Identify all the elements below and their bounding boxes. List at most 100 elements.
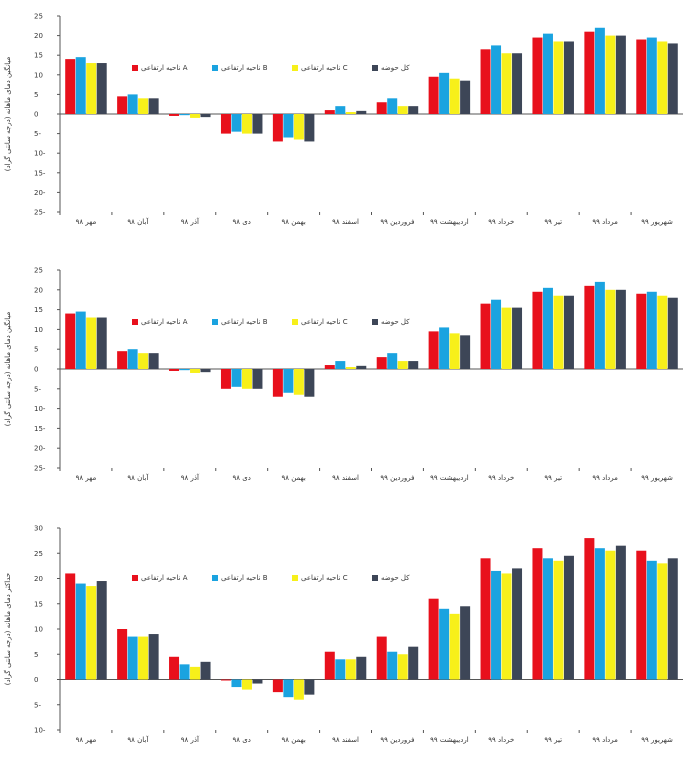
y-tick-label: 10 — [34, 626, 43, 634]
bar-3-s3-c7 — [397, 654, 408, 680]
bar-2-s4-c4 — [252, 369, 263, 389]
bar-3-s1-c4 — [220, 679, 231, 681]
bar-1-s4-c11 — [615, 35, 626, 114]
bar-2-s1-c1 — [65, 313, 76, 369]
bar-3-s3-c11 — [605, 550, 616, 680]
x-tick-label: اسفند ۹۸ — [332, 218, 359, 226]
chart-max-temp: حداکثر دمای ماهانه (درجه سانتی گراد) 30 25… — [3, 525, 683, 744]
bar-1-s4-c3 — [200, 114, 211, 118]
y-tick-label: 15- — [34, 169, 46, 177]
legend-swatch — [292, 65, 298, 71]
bar-1-s2-c5 — [283, 114, 294, 138]
legend-label: ناحیه ارتفاعی C — [301, 318, 348, 326]
bar-2-s4-c2 — [148, 353, 159, 369]
bar-1-s2-c10 — [542, 33, 553, 114]
bar-2-s3-c10 — [553, 295, 564, 369]
bar-2-s2-c4 — [231, 369, 242, 387]
legend-label: ناحیه ارتفاعی B — [221, 64, 268, 72]
bar-1-s1-c4 — [220, 114, 231, 134]
bar-3-s2-c3 — [179, 664, 190, 680]
bar-2-s3-c8 — [449, 333, 460, 369]
x-tick-label: مرداد ۹۹ — [592, 218, 618, 226]
x-tick-label: آبان ۹۸ — [127, 473, 149, 482]
x-tick-label: دی ۹۸ — [233, 474, 251, 482]
legend: ناحیه ارتفاعی A ناحیه ارتفاعی B ناحیه ارتف… — [132, 318, 410, 326]
legend-label: ناحیه ارتفاعی A — [141, 318, 188, 326]
bar-1-s2-c4 — [231, 114, 242, 132]
bar-2-s4-c11 — [615, 289, 626, 369]
bar-3-s1-c11 — [584, 538, 595, 680]
bar-3-s2-c1 — [75, 583, 86, 680]
bar-2-s3-c11 — [605, 289, 616, 369]
y-tick-label: 10- — [34, 405, 46, 413]
legend-label: کل حوضه — [381, 64, 410, 72]
bar-3-s4-c7 — [408, 646, 419, 680]
bar-3-s1-c7 — [376, 636, 387, 680]
bar-1-s3-c3 — [190, 114, 201, 118]
legend: ناحیه ارتفاعی A ناحیه ارتفاعی B ناحیه ارتف… — [132, 64, 410, 72]
bar-2-s4-c12 — [667, 297, 678, 369]
bar-3-s3-c10 — [553, 560, 564, 680]
y-tick-label: 25 — [34, 550, 43, 558]
x-tick-label: تیر ۹۹ — [544, 474, 562, 482]
bar-3-s3-c8 — [449, 613, 460, 680]
bar-1-s1-c8 — [428, 76, 439, 114]
bar-1-s1-c5 — [272, 114, 283, 142]
bar-1-s3-c5 — [293, 114, 304, 140]
legend-label: ناحیه ارتفاعی A — [141, 64, 188, 72]
bar-2-s3-c5 — [293, 369, 304, 395]
legend-swatch — [212, 575, 218, 581]
legend-label: ناحیه ارتفاعی B — [221, 574, 268, 582]
bar-1-s4-c2 — [148, 98, 159, 114]
bar-2-s3-c1 — [86, 317, 97, 369]
bar-3-s2-c10 — [542, 558, 553, 680]
legend-label: کل حوضه — [381, 574, 410, 582]
legend-swatch — [292, 575, 298, 581]
legend-swatch — [132, 65, 138, 71]
y-tick-label: 10 — [34, 326, 43, 334]
y-tick-label: 5 — [34, 91, 38, 99]
x-tick-label: آبان ۹۸ — [127, 217, 149, 226]
legend-swatch — [132, 575, 138, 581]
bar-3-s3-c9 — [501, 573, 512, 680]
bar-2-s2-c8 — [439, 327, 450, 369]
bar-1-s4-c4 — [252, 114, 263, 134]
bar-3-s3-c4 — [241, 679, 252, 690]
bar-3-s1-c2 — [117, 629, 128, 680]
bar-1-s4-c9 — [512, 53, 523, 114]
bar-2-s3-c12 — [657, 295, 668, 369]
legend-label: ناحیه ارتفاعی B — [221, 318, 268, 326]
x-tick-label: اردیبهشت ۹۹ — [430, 218, 469, 226]
bar-3-s1-c3 — [169, 656, 180, 680]
x-tick-label: فروردین ۹۹ — [380, 474, 414, 482]
legend-label: ناحیه ارتفاعی C — [301, 64, 348, 72]
bar-2-s1-c9 — [480, 303, 491, 369]
bar-3-s2-c7 — [387, 651, 398, 680]
bar-1-s4-c7 — [408, 106, 419, 114]
bar-3-s2-c8 — [439, 608, 450, 680]
bar-3-s1-c9 — [480, 558, 491, 680]
x-tick-label: اردیبهشت ۹۹ — [430, 474, 469, 482]
x-tick-label: شهریور ۹۹ — [641, 218, 673, 226]
bar-3-s3-c2 — [138, 636, 149, 680]
legend-swatch — [212, 65, 218, 71]
bar-2-s1-c2 — [117, 351, 128, 369]
y-axis-label: حداکثر دمای ماهانه (درجه سانتی گراد) — [3, 573, 12, 685]
bar-2-s4-c10 — [563, 295, 574, 369]
bar-1-s2-c2 — [127, 94, 138, 114]
bar-3-s1-c12 — [636, 550, 647, 680]
bar-3-s4-c6 — [356, 656, 367, 680]
y-tick-label: 10- — [34, 150, 46, 158]
legend-label: ناحیه ارتفاعی A — [141, 574, 188, 582]
bar-3-s2-c6 — [335, 659, 346, 680]
y-tick-label: 10- — [34, 727, 46, 735]
bar-3-s2-c4 — [231, 679, 242, 688]
bar-2-s4-c8 — [460, 335, 471, 369]
x-tick-label: اسفند ۹۸ — [332, 736, 359, 744]
x-tick-label: مهر ۹۸ — [76, 474, 97, 482]
bar-3-s4-c9 — [512, 568, 523, 680]
x-tick-label: اردیبهشت ۹۹ — [430, 736, 469, 744]
x-tick-label: فروردین ۹۹ — [380, 736, 414, 744]
bar-3-s4-c5 — [304, 679, 315, 695]
y-tick-label: 15 — [34, 306, 43, 314]
